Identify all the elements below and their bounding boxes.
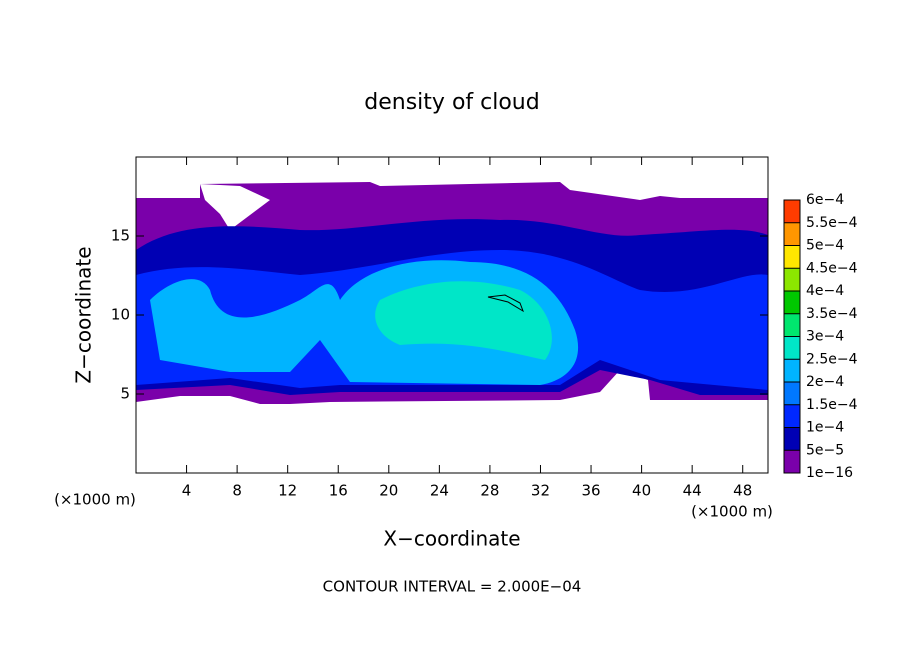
colorbar-label: 3.5e−4 <box>806 306 858 322</box>
y-tick-label: 5 <box>120 385 130 403</box>
colorbar-box <box>784 450 800 473</box>
colorbar-box <box>784 427 800 451</box>
footer: CONTOUR INTERVAL = 2.000E−04 <box>323 578 582 596</box>
x-unit: (×1000 m) <box>691 503 773 521</box>
x-tick-label: 40 <box>632 482 651 500</box>
x-tick-label: 32 <box>531 482 550 500</box>
colorbar-box <box>784 404 800 428</box>
chart-title: density of cloud <box>364 90 539 115</box>
colorbar-label: 2.5e−4 <box>806 351 858 367</box>
colorbar-box <box>784 291 800 314</box>
x-tick-label: 20 <box>379 482 398 500</box>
x-tick-label: 28 <box>480 482 499 500</box>
colorbar-label: 4.5e−4 <box>806 260 858 276</box>
colorbar-label: 3e−4 <box>806 329 844 345</box>
colorbar-box <box>784 200 800 223</box>
colorbar-label: 4e−4 <box>806 283 844 299</box>
x-tick-label: 24 <box>430 482 449 500</box>
x-unit: (×1000 m) <box>54 491 136 509</box>
colorbar-label: 1e−16 <box>806 465 853 481</box>
colorbar-box <box>784 382 800 405</box>
cloud-gap <box>200 184 270 230</box>
colorbar-label: 5e−5 <box>806 442 844 458</box>
y-axis-label: Z−coordinate <box>72 246 96 383</box>
colorbar-label: 2e−4 <box>806 374 844 390</box>
x-tick-label: 12 <box>278 482 297 500</box>
x-tick-label: 8 <box>232 482 242 500</box>
y-tick-label: 15 <box>111 227 130 245</box>
y-tick-label: 10 <box>111 306 130 324</box>
colorbar-label: 1e−4 <box>806 420 844 436</box>
colorbar-box <box>784 222 800 246</box>
x-tick-label: 16 <box>329 482 348 500</box>
colorbar-box <box>784 268 800 291</box>
colorbar-label: 1.5e−4 <box>806 397 858 413</box>
x-tick-label: 4 <box>182 482 192 500</box>
colorbar-box <box>784 245 800 269</box>
colorbar-box <box>784 336 800 360</box>
colorbar-label: 5.5e−4 <box>806 215 858 231</box>
cloud-teal <box>375 281 552 360</box>
colorbar-box <box>784 313 800 337</box>
colorbar-label: 6e−4 <box>806 192 844 208</box>
x-tick-label: 48 <box>733 482 752 500</box>
x-tick-label: 44 <box>683 482 702 500</box>
cloud-field <box>136 182 768 404</box>
colorbar-label: 5e−4 <box>806 238 844 254</box>
x-tick-label: 36 <box>581 482 600 500</box>
cloud-contour <box>487 294 524 313</box>
x-axis-label: X−coordinate <box>383 527 520 551</box>
colorbar-box <box>784 359 800 382</box>
